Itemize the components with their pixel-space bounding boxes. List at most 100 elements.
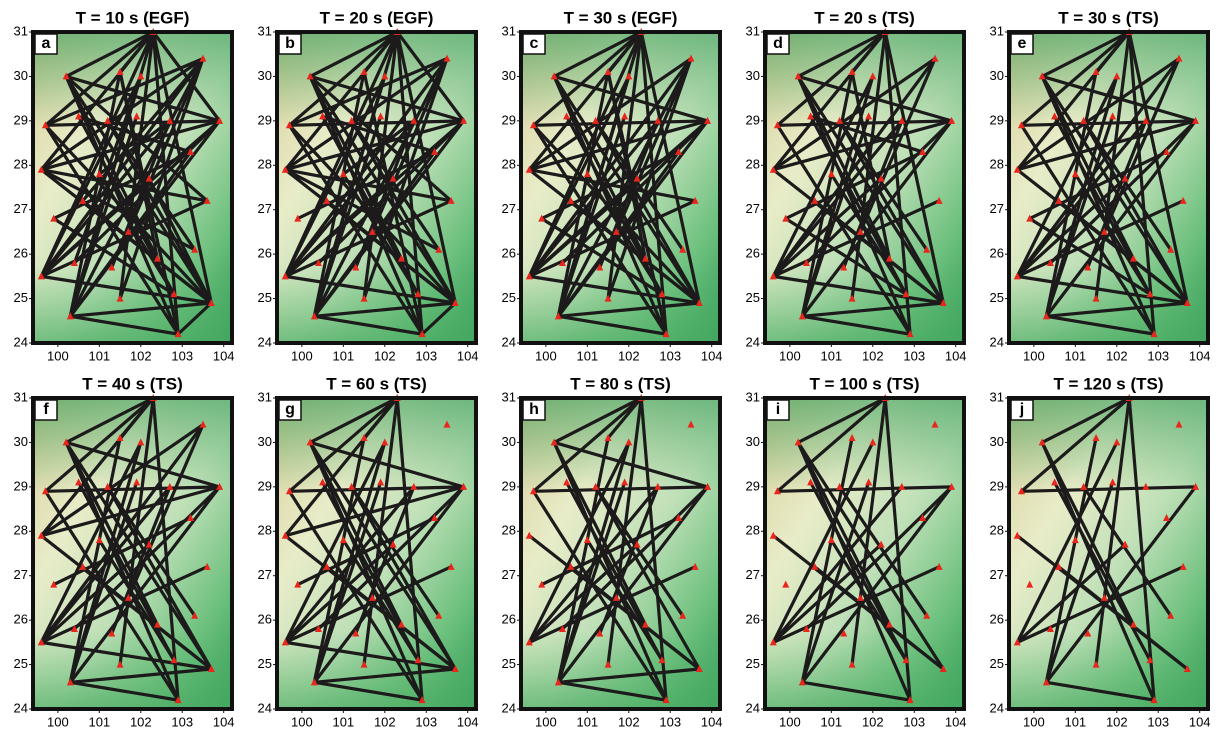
y-tick-label: 28: [746, 523, 760, 538]
station: [769, 531, 777, 539]
y-tick-label: 24: [14, 700, 28, 715]
ray-path: [64, 396, 155, 445]
station: [935, 196, 943, 204]
station: [1113, 438, 1121, 446]
map-frame: [275, 396, 478, 711]
station: [1055, 196, 1063, 204]
y-tick-label: 24: [502, 700, 516, 715]
ray-path: [1044, 301, 1189, 318]
station: [773, 121, 781, 129]
x-tick-label: 100: [291, 714, 313, 729]
ray-path: [800, 485, 954, 684]
panel-label: j: [1019, 401, 1024, 418]
ray-path: [1053, 114, 1152, 296]
ray-path: [552, 440, 668, 702]
ray-path: [72, 74, 143, 265]
station: [116, 433, 124, 441]
ray-path: [796, 30, 887, 79]
station: [695, 299, 703, 307]
y-tick-label: 24: [990, 700, 1004, 715]
ray-path: [110, 119, 172, 270]
station: [41, 487, 49, 495]
station: [1042, 312, 1050, 320]
station: [216, 116, 224, 124]
station: [310, 678, 318, 686]
ray-path: [39, 168, 197, 252]
station: [66, 678, 74, 686]
station: [1092, 660, 1100, 668]
ray-path: [1015, 57, 1181, 172]
ray-path: [1127, 396, 1156, 702]
ray-path: [350, 485, 441, 618]
station: [451, 665, 459, 673]
station: [187, 147, 195, 155]
station: [389, 174, 397, 182]
ray-path: [420, 301, 457, 336]
y-tick-label: 27: [502, 201, 516, 216]
station: [207, 299, 215, 307]
ray-path: [151, 396, 180, 702]
x-tick-label: 100: [535, 348, 557, 363]
station: [550, 438, 558, 446]
y-tick-label: 29: [990, 478, 1004, 493]
station: [1175, 420, 1183, 428]
station: [1179, 196, 1187, 204]
ray-path: [1082, 119, 1173, 252]
ray-path: [39, 423, 205, 644]
station: [294, 580, 302, 588]
panel-label-box: [766, 399, 790, 421]
station: [538, 580, 546, 588]
ray-path: [1044, 70, 1098, 318]
ray-path: [283, 543, 395, 644]
station: [939, 299, 947, 307]
x-tick-label: 104: [457, 714, 479, 729]
station: [798, 678, 806, 686]
y-tick-label: 24: [746, 700, 760, 715]
station: [418, 330, 426, 338]
ray-path: [312, 680, 424, 702]
y-tick-label: 27: [990, 567, 1004, 582]
ray-path: [1040, 396, 1131, 445]
station: [1071, 536, 1079, 544]
station: [1163, 513, 1171, 521]
station: [137, 438, 145, 446]
station: [1051, 478, 1059, 486]
ray-path: [1082, 485, 1173, 618]
ray-path: [287, 485, 466, 493]
station: [1146, 290, 1154, 298]
station: [1013, 531, 1021, 539]
station: [339, 536, 347, 544]
station: [869, 72, 877, 80]
panel: T = 30 s (TS) e 24 25 26 27 28 29 30 31 100 101 102 1…: [990, 8, 1211, 363]
ray-path: [531, 489, 668, 702]
station: [381, 72, 389, 80]
x-tick-label: 102: [862, 348, 884, 363]
station: [802, 259, 810, 267]
station: [360, 67, 368, 75]
panel-title: T = 100 s (TS): [809, 374, 919, 393]
ray-path: [1057, 199, 1189, 305]
ray-path: [118, 70, 159, 261]
panel-label-box: [34, 399, 58, 421]
station: [323, 196, 331, 204]
x-tick-label: 101: [88, 714, 110, 729]
panel-title: T = 80 s (TS): [570, 374, 671, 393]
station: [679, 245, 687, 253]
ray-path: [1102, 57, 1181, 234]
ray-path: [312, 70, 366, 318]
ray-path: [283, 119, 416, 278]
station: [1146, 656, 1154, 664]
x-tick-label: 100: [779, 348, 801, 363]
ray-path: [771, 485, 904, 644]
station: [314, 259, 322, 267]
station: [807, 478, 815, 486]
station: [633, 540, 641, 548]
station: [352, 629, 360, 637]
panel-title: T = 120 s (TS): [1053, 374, 1163, 393]
panel-label: e: [1018, 35, 1027, 52]
ray-path: [283, 640, 457, 671]
ray-path: [68, 314, 180, 336]
ray-path: [771, 440, 875, 644]
ray-path: [842, 119, 904, 270]
station: [104, 482, 112, 490]
